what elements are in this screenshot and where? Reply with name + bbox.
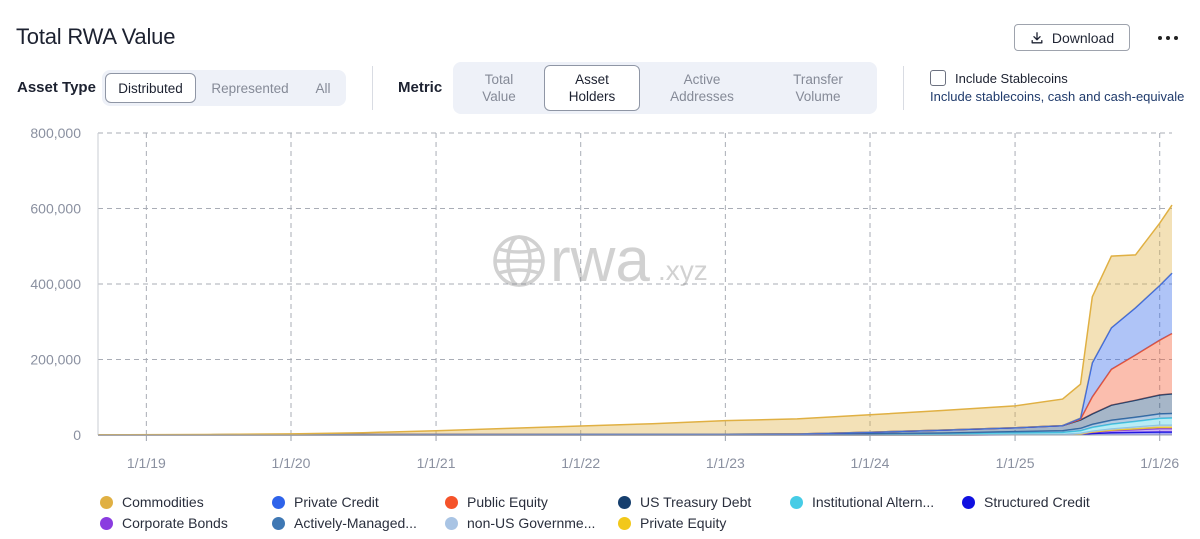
axes: 0 200,000 400,000 600,000 800,000 1/1/19 1/1/2… bbox=[30, 125, 1179, 471]
metric-option-total-value[interactable]: Total Value bbox=[456, 65, 542, 111]
metric-label: Metric bbox=[398, 79, 443, 96]
metric-option-line: Active bbox=[683, 72, 721, 87]
download-label: Download bbox=[1051, 29, 1115, 46]
x-tick-label: 1/1/25 bbox=[996, 455, 1035, 471]
line-private-credit bbox=[97, 272, 1173, 436]
legend-label: Public Equity bbox=[467, 494, 548, 510]
x-tick-label: 1/1/20 bbox=[272, 455, 311, 471]
area-commodities bbox=[98, 205, 1172, 435]
download-button[interactable]: Download bbox=[1014, 24, 1130, 51]
legend-label: Private Credit bbox=[294, 494, 379, 510]
x-tick-label: 1/1/19 bbox=[127, 455, 166, 471]
legend-label: non-US Governme... bbox=[467, 515, 596, 531]
legend-item[interactable]: Structured Credit bbox=[962, 494, 1090, 510]
asset-type-option-all[interactable]: All bbox=[315, 80, 331, 96]
legend-item[interactable]: Corporate Bonds bbox=[100, 515, 228, 531]
legend-swatch bbox=[100, 516, 113, 530]
metric-option-asset-holders[interactable]: Asset Holders bbox=[544, 65, 640, 111]
include-stablecoins-checkbox[interactable] bbox=[930, 70, 946, 86]
metric-option-line: Holders bbox=[568, 89, 616, 104]
legend-swatch bbox=[445, 516, 458, 530]
metric-option-line: Total bbox=[484, 72, 514, 87]
legend-swatch bbox=[272, 516, 285, 530]
x-tick-label: 1/1/21 bbox=[417, 455, 456, 471]
legend: Commodities Private Credit Public Equity US… bbox=[100, 494, 1200, 538]
x-tick-label: 1/1/24 bbox=[851, 455, 890, 471]
watermark-text: rwa bbox=[550, 226, 650, 295]
legend-item[interactable]: Commodities bbox=[100, 494, 204, 510]
legend-swatch bbox=[790, 495, 803, 509]
legend-swatch bbox=[962, 495, 975, 509]
legend-label: US Treasury Debt bbox=[640, 494, 752, 510]
metric-segmented-control: Total Value Asset Holders Active Address… bbox=[453, 62, 877, 114]
metric-option-line: Volume bbox=[795, 89, 841, 104]
legend-label: Commodities bbox=[122, 494, 204, 510]
asset-type-segmented-control: Distributed Represented All bbox=[102, 70, 346, 106]
watermark-suffix: .xyz bbox=[658, 255, 708, 286]
legend-item[interactable]: non-US Governme... bbox=[445, 515, 595, 531]
legend-label: Corporate Bonds bbox=[122, 515, 228, 531]
grid bbox=[98, 132, 1172, 435]
y-tick-label: 0 bbox=[73, 427, 81, 443]
divider bbox=[903, 66, 904, 110]
rwa-area-chart: rwa .xyz 0 200,000 400,000 600,000 800,000 1/… bbox=[30, 125, 1179, 471]
legend-label: Structured Credit bbox=[984, 494, 1090, 510]
divider bbox=[372, 66, 373, 110]
x-tick-label: 1/1/23 bbox=[706, 455, 745, 471]
include-stablecoins-label[interactable]: Include Stablecoins bbox=[955, 71, 1068, 86]
legend-swatch bbox=[445, 495, 458, 509]
legend-label: Institutional Altern... bbox=[812, 494, 935, 510]
metric-option-active-addresses[interactable]: Active Addresses bbox=[640, 65, 764, 111]
asset-type-option-represented[interactable]: Represented bbox=[211, 80, 289, 96]
legend-swatch bbox=[272, 495, 285, 509]
line-commodities bbox=[97, 204, 1173, 436]
legend-swatch bbox=[100, 495, 113, 509]
legend-label: Private Equity bbox=[640, 515, 727, 531]
metric-option-transfer-volume[interactable]: Transfer Volume bbox=[764, 65, 872, 111]
legend-item[interactable]: Public Equity bbox=[445, 494, 548, 510]
y-tick-label: 400,000 bbox=[30, 276, 81, 292]
legend-swatch bbox=[618, 495, 631, 509]
metric-option-line: Asset bbox=[575, 72, 609, 87]
legend-item[interactable]: Actively-Managed... bbox=[272, 515, 417, 531]
legend-item[interactable]: US Treasury Debt bbox=[618, 494, 751, 510]
x-tick-label: 1/1/22 bbox=[561, 455, 600, 471]
asset-type-option-distributed[interactable]: Distributed bbox=[105, 73, 196, 103]
globe-icon bbox=[493, 235, 545, 287]
y-tick-label: 800,000 bbox=[30, 125, 81, 141]
metric-option-line: Value bbox=[482, 89, 516, 104]
area-institutional-alternative-funds bbox=[98, 418, 1172, 435]
y-tick-label: 600,000 bbox=[30, 201, 81, 217]
page-title: Total RWA Value bbox=[16, 24, 176, 49]
include-stablecoins-description: Include stablecoins, cash and cash-equiv… bbox=[930, 89, 1185, 104]
download-icon bbox=[1031, 31, 1043, 43]
legend-item[interactable]: Private Equity bbox=[618, 515, 726, 531]
y-tick-label: 200,000 bbox=[30, 352, 81, 368]
more-options-icon[interactable] bbox=[1154, 28, 1182, 48]
asset-type-label: Asset Type bbox=[17, 79, 96, 96]
metric-option-line: Addresses bbox=[670, 89, 734, 104]
watermark: rwa .xyz bbox=[493, 226, 708, 295]
legend-item[interactable]: Private Credit bbox=[272, 494, 379, 510]
legend-item[interactable]: Institutional Altern... bbox=[790, 494, 934, 510]
x-tick-label: 1/1/26 bbox=[1140, 455, 1179, 471]
legend-label: Actively-Managed... bbox=[294, 515, 417, 531]
legend-swatch bbox=[618, 516, 631, 530]
metric-option-line: Transfer bbox=[793, 72, 843, 87]
